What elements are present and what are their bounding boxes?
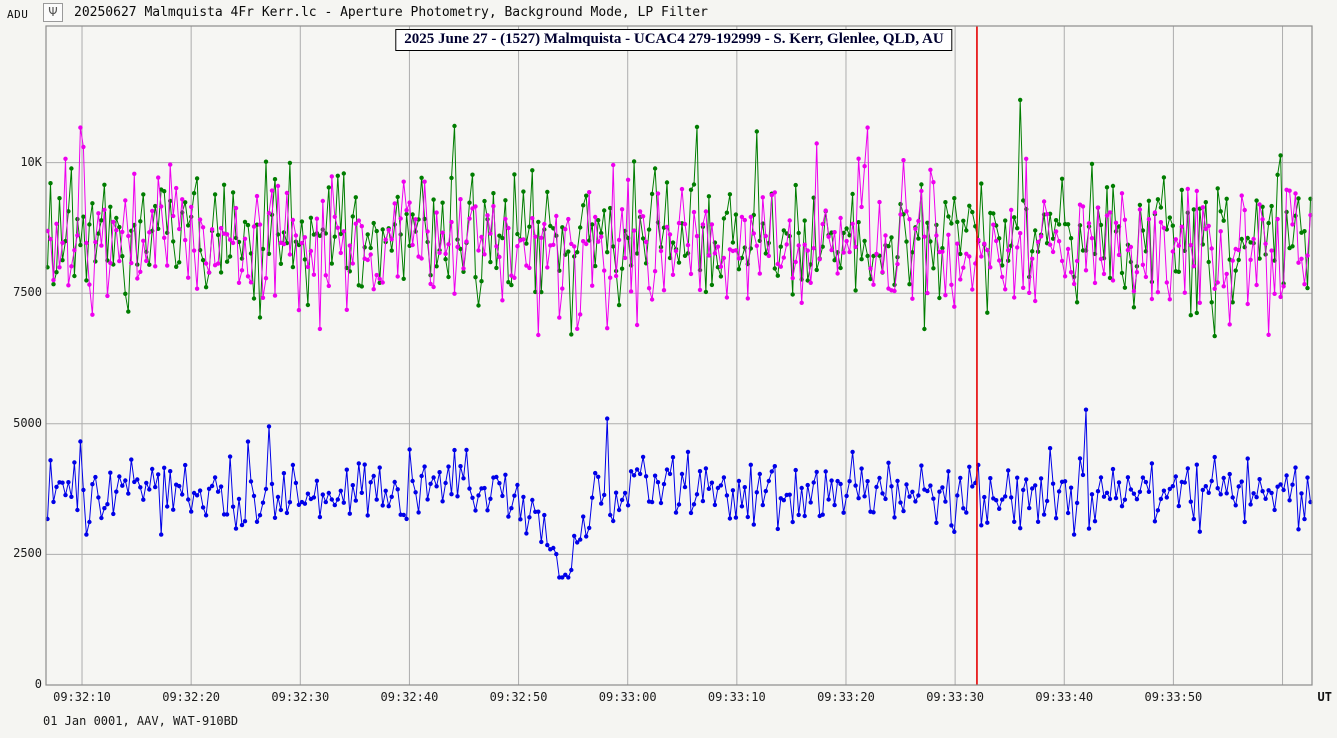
x-tick-label: 09:32:20 [162, 690, 221, 704]
x-tick-label: 09:32:50 [489, 690, 548, 704]
plot-border [45, 25, 1313, 686]
plot-background [46, 26, 1312, 685]
y-axis-unit-label: ADU [7, 8, 29, 21]
x-tick-label: 09:33:40 [1035, 690, 1094, 704]
y-tick-label: 2500 [13, 546, 42, 561]
x-axis-unit-label: UT [1317, 690, 1332, 704]
x-tick-label: 09:33:20 [817, 690, 875, 704]
x-tick-label: 09:33:50 [1144, 690, 1203, 704]
lightcurve-app-icon[interactable]: Ψ [43, 3, 63, 22]
x-tick-label: 09:33:10 [707, 690, 766, 704]
series-points-blue [45, 407, 1313, 580]
y-tick-label: 0 [34, 677, 42, 691]
y-tick-label: 5000 [13, 415, 42, 430]
x-tick-label: 09:33:30 [926, 690, 984, 704]
x-tick-label: 09:32:30 [271, 690, 330, 704]
x-tick-label: 09:32:10 [53, 690, 111, 704]
x-tick-label: 09:33:00 [598, 690, 657, 704]
y-tick-label: 10K [20, 154, 42, 169]
series-points-magenta [45, 125, 1313, 338]
y-tick-label: 7500 [13, 285, 42, 300]
window-title: 20250627 Malmquista 4Fr Kerr.lc - Apertu… [74, 5, 708, 20]
observation-title-box: 2025 June 27 - (1527) Malmquista - UCAC4… [395, 29, 953, 51]
x-tick-label: 09:32:40 [380, 690, 439, 704]
status-bar-text: 01 Jan 0001, AAV, WAT-910BD [43, 714, 239, 728]
